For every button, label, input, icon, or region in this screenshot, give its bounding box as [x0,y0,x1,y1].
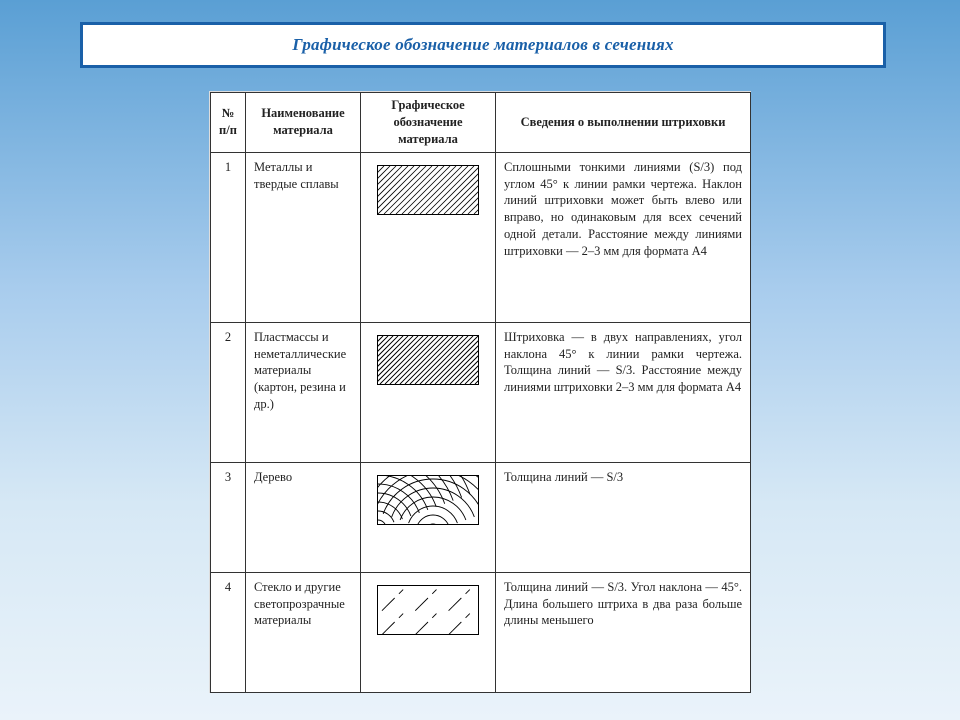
cell-name: Стекло и другие светопрозрачные материал… [246,572,361,692]
table-row: 4Стекло и другие светопрозрачные материа… [211,572,751,692]
cell-desc: Штриховка — в двух направлениях, угол на… [496,322,751,462]
materials-table-container: № п/п Наименование материала Графическое… [210,92,750,692]
cell-num: 4 [211,572,246,692]
cell-name: Пластмассы и неметаллические материалы (… [246,322,361,462]
cell-name: Дерево [246,462,361,572]
cell-symbol [361,152,496,322]
cell-num: 1 [211,152,246,322]
page-title: Графическое обозначение материалов в сеч… [292,35,673,55]
materials-table: № п/п Наименование материала Графическое… [210,92,751,693]
cell-symbol [361,322,496,462]
cell-desc: Толщина линий — S/3. Угол наклона — 45°.… [496,572,751,692]
cell-num: 2 [211,322,246,462]
cell-num: 3 [211,462,246,572]
header-symbol: Графическое обозначение материала [361,93,496,153]
table-header-row: № п/п Наименование материала Графическое… [211,93,751,153]
cell-desc: Толщина линий — S/3 [496,462,751,572]
table-row: 3Дерево Толщина линий — S/3 [211,462,751,572]
table-row: 1Металлы и твердые сплавы Сплошными тонки… [211,152,751,322]
cell-desc: Сплошными тонкими линиями (S/3) под угло… [496,152,751,322]
header-desc: Сведения о выполнении штриховки [496,93,751,153]
table-row: 2Пластмассы и неметаллические материалы … [211,322,751,462]
page-title-box: Графическое обозначение материалов в сеч… [80,22,886,68]
cell-symbol [361,462,496,572]
cell-symbol [361,572,496,692]
cell-name: Металлы и твердые сплавы [246,152,361,322]
header-num: № п/п [211,93,246,153]
header-name: Наименование материала [246,93,361,153]
